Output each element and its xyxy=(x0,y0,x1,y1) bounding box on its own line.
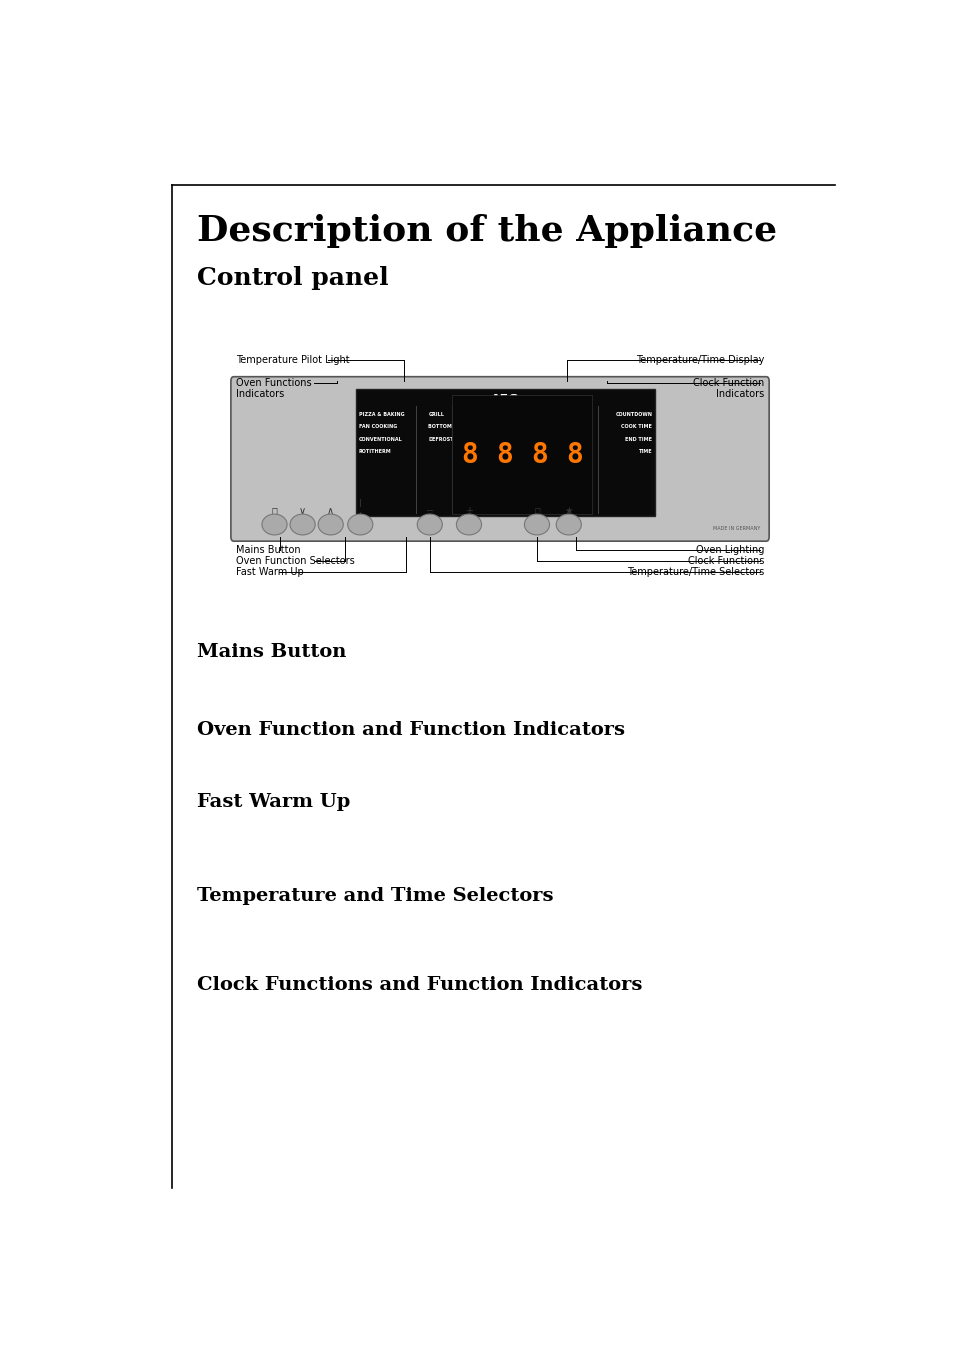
Text: PIZZA & BAKING: PIZZA & BAKING xyxy=(358,411,404,416)
Ellipse shape xyxy=(456,514,481,535)
Text: Oven Lighting: Oven Lighting xyxy=(695,545,763,554)
Ellipse shape xyxy=(347,514,373,535)
Text: TIME: TIME xyxy=(638,449,652,454)
Text: I
⎮: I ⎮ xyxy=(357,499,362,523)
Text: +: + xyxy=(464,506,473,516)
Bar xyxy=(452,395,592,514)
Ellipse shape xyxy=(290,514,314,535)
FancyBboxPatch shape xyxy=(231,377,768,541)
Bar xyxy=(355,389,655,516)
Text: ⍨: ⍨ xyxy=(534,506,539,516)
Text: Description of the Appliance: Description of the Appliance xyxy=(196,215,776,249)
Text: AEG: AEG xyxy=(491,393,519,407)
Text: ∧: ∧ xyxy=(327,506,334,516)
Text: BOTTOM HEAT: BOTTOM HEAT xyxy=(428,425,468,429)
Text: END TIME: END TIME xyxy=(624,437,652,442)
Text: Temperature Pilot Light: Temperature Pilot Light xyxy=(235,356,350,365)
Text: 8: 8 xyxy=(496,441,513,469)
Text: Clock Function
Indicators: Clock Function Indicators xyxy=(692,377,763,399)
Text: ∨: ∨ xyxy=(298,506,306,516)
Text: Clock Functions: Clock Functions xyxy=(687,556,763,566)
Text: Clock Functions and Function Indicators: Clock Functions and Function Indicators xyxy=(196,976,641,994)
Text: COOK TIME: COOK TIME xyxy=(620,425,652,429)
Ellipse shape xyxy=(317,514,343,535)
Text: 8: 8 xyxy=(460,441,477,469)
Text: MADE IN GERMANY: MADE IN GERMANY xyxy=(712,526,760,531)
Text: Mains Button: Mains Button xyxy=(235,545,300,554)
Text: COUNTDOWN: COUNTDOWN xyxy=(615,411,652,416)
Text: Oven Functions
Indicators: Oven Functions Indicators xyxy=(235,377,312,399)
Ellipse shape xyxy=(416,514,442,535)
Text: 8: 8 xyxy=(531,441,548,469)
Text: GRILL: GRILL xyxy=(428,411,444,416)
Ellipse shape xyxy=(556,514,580,535)
Text: Temperature and Time Selectors: Temperature and Time Selectors xyxy=(196,887,553,906)
Text: Oven Function and Function Indicators: Oven Function and Function Indicators xyxy=(196,721,624,738)
Text: Control panel: Control panel xyxy=(196,266,388,291)
Text: DEFROST: DEFROST xyxy=(428,437,454,442)
Text: Mains Button: Mains Button xyxy=(196,642,346,661)
Text: Temperature/Time Display: Temperature/Time Display xyxy=(635,356,763,365)
Text: ROTITHERM: ROTITHERM xyxy=(358,449,391,454)
Text: FAN COOKING: FAN COOKING xyxy=(358,425,396,429)
Text: CONVENTIONAL: CONVENTIONAL xyxy=(358,437,402,442)
Text: Fast Warm Up: Fast Warm Up xyxy=(196,794,350,811)
Text: Fast Warm Up: Fast Warm Up xyxy=(235,568,303,577)
Text: Temperature/Time Selectors: Temperature/Time Selectors xyxy=(626,568,763,577)
Text: 8: 8 xyxy=(566,441,582,469)
Text: ⓘ: ⓘ xyxy=(272,506,277,516)
Ellipse shape xyxy=(262,514,287,535)
Text: −: − xyxy=(425,506,434,516)
Text: Oven Function Selectors: Oven Function Selectors xyxy=(235,556,355,566)
Text: ★: ★ xyxy=(564,506,573,516)
Ellipse shape xyxy=(524,514,549,535)
